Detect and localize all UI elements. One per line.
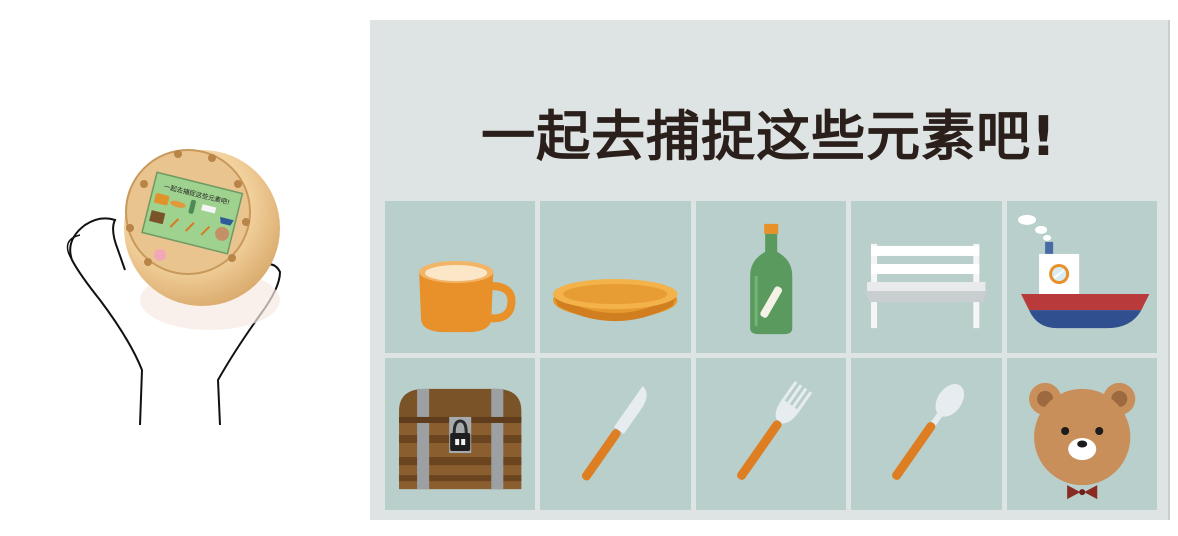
elements-panel: 一起去捕捉这些元素吧! bbox=[370, 20, 1170, 520]
grid-cell-bottle bbox=[695, 201, 847, 353]
grid-cell-fork bbox=[695, 358, 847, 510]
grid-cell-spoon bbox=[851, 358, 1002, 510]
hand-holding-device-illustration: 一起去捕捉这些元素吧! bbox=[60, 140, 300, 450]
bench-icon bbox=[865, 243, 988, 329]
boat-icon bbox=[1017, 214, 1149, 329]
fork-icon bbox=[736, 380, 812, 480]
page-title: 一起去捕捉这些元素吧! bbox=[481, 105, 1057, 168]
elements-grid bbox=[385, 201, 1157, 510]
spoon-icon bbox=[892, 384, 965, 480]
hand-outline-left bbox=[69, 217, 144, 426]
grid-cell-boat bbox=[1006, 201, 1157, 353]
plate-icon bbox=[553, 279, 678, 322]
mug-icon bbox=[419, 260, 516, 333]
grid-cell-knife bbox=[540, 358, 691, 510]
knife-icon bbox=[582, 385, 648, 481]
grid-cell-bench bbox=[851, 201, 1002, 353]
grid-cell-bear bbox=[1006, 358, 1157, 510]
bottle-icon bbox=[749, 223, 793, 335]
grid-cell-treasure-chest bbox=[385, 358, 536, 510]
grid-cell-mug bbox=[385, 201, 536, 353]
bear-icon bbox=[1028, 382, 1135, 500]
grid-cell-plate bbox=[540, 201, 691, 353]
treasure-chest-icon bbox=[399, 388, 522, 490]
device-pink-button bbox=[154, 249, 166, 261]
